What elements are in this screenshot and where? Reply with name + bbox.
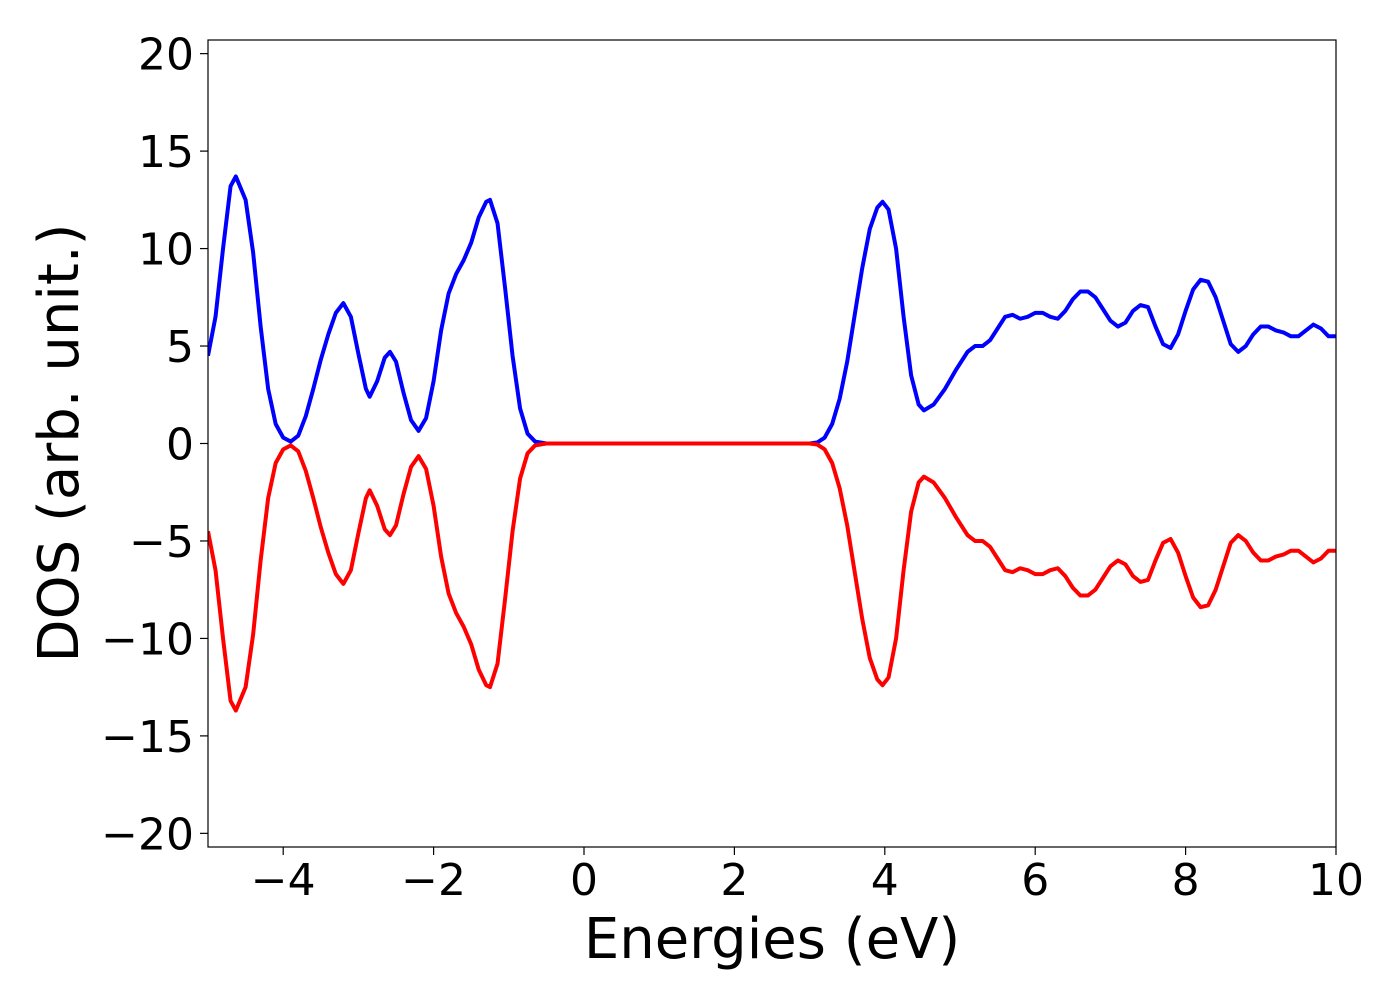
series-line bbox=[208, 441, 1336, 713]
x-tick-label: 4 bbox=[871, 855, 899, 906]
plot-lines bbox=[208, 174, 1336, 713]
x-tick-label: −4 bbox=[251, 855, 316, 906]
x-tick-label: −2 bbox=[401, 855, 466, 906]
y-tick-label: 20 bbox=[138, 30, 194, 81]
y-tick-label: −20 bbox=[101, 809, 194, 860]
x-axis-label: Energies (eV) bbox=[584, 907, 960, 972]
y-tick-label: −15 bbox=[101, 712, 194, 763]
x-tick-label: 2 bbox=[720, 855, 748, 906]
x-tick-label: 0 bbox=[570, 855, 598, 906]
y-tick-label: 10 bbox=[138, 225, 194, 276]
x-tick-label: 10 bbox=[1308, 855, 1364, 906]
y-tick-label: 0 bbox=[166, 420, 194, 471]
x-tick-label: 8 bbox=[1172, 855, 1200, 906]
y-tick-label: 5 bbox=[166, 322, 194, 373]
x-tick-label: 6 bbox=[1021, 855, 1049, 906]
y-tick-label: −5 bbox=[129, 517, 194, 568]
y-tick-label: −10 bbox=[101, 614, 194, 665]
series-line bbox=[208, 174, 1336, 446]
y-axis-label: DOS (arb. unit.) bbox=[27, 223, 92, 662]
y-tick-label: 15 bbox=[138, 127, 194, 178]
